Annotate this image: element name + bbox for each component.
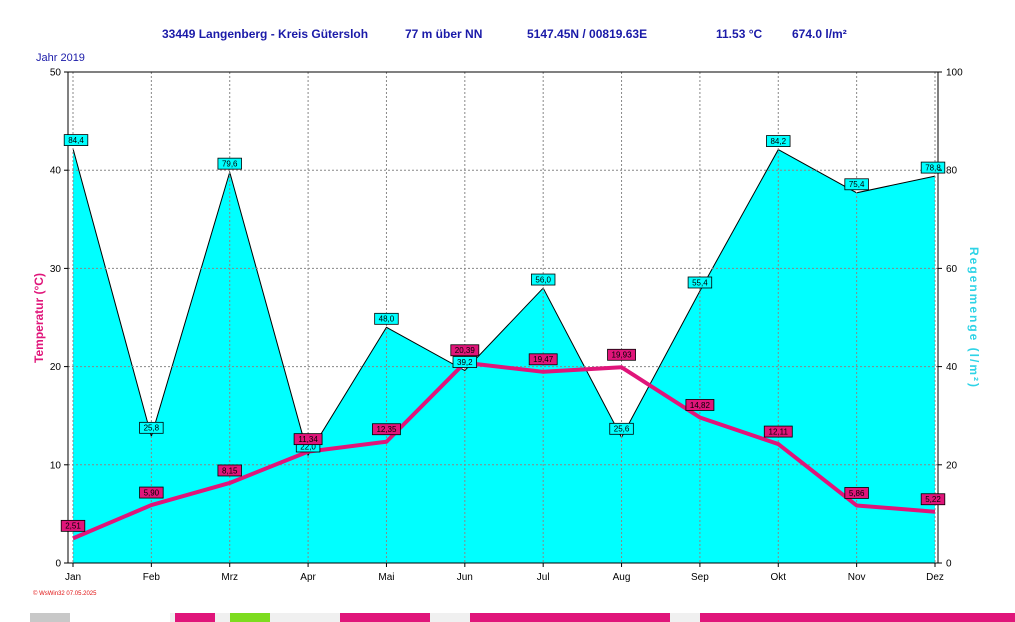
svg-text:20,39: 20,39 [455,346,476,355]
y-right-tick-label: 60 [946,264,958,275]
rain-data-label: 75,4 [844,178,869,191]
y-right-tick-label: 40 [946,362,958,373]
x-tick-label: Jan [65,572,81,583]
y-axis-left-label: Temperatur (°C) [32,273,46,363]
y-left-tick-label: 30 [50,264,62,275]
svg-text:75,4: 75,4 [849,180,865,189]
svg-text:19,47: 19,47 [533,355,554,364]
temperature-data-label: 12,11 [763,425,793,438]
rain-data-label: 39,2 [452,356,478,368]
y-left-tick-label: 40 [50,166,62,177]
rain-data-label: 84,2 [766,135,791,147]
station-title: 33449 Langenberg - Kreis Gütersloh [162,27,368,41]
temperature-data-label: 5,22 [920,493,946,506]
svg-text:55,4: 55,4 [692,278,708,287]
x-tick-label: Okt [770,572,786,583]
rain-data-label: 56,0 [530,273,556,286]
elevation-label: 77 m über NN [405,27,482,41]
rain-data-label: 55,4 [687,276,713,289]
mean-temperature-label: 11.53 °C [716,27,763,41]
temperature-data-label: 8,15 [217,464,242,477]
axis-tick-layer: 0 10 20 30 40 50 0 20 40 60 80 100 Jan Feb Mrz Apr Mai Ju… [50,68,963,584]
rain-data-label: 48,0 [374,312,399,325]
x-tick-label: Apr [300,572,316,583]
y-right-tick-label: 20 [946,460,958,471]
y-left-tick-label: 0 [55,559,61,570]
y-right-tick-label: 100 [946,68,963,79]
temperature-data-label: 2,51 [60,519,86,532]
svg-text:12,35: 12,35 [376,425,397,434]
x-tick-label: Nov [848,572,866,583]
rain-data-label: 79,6 [217,157,242,170]
y-left-tick-label: 10 [50,460,62,471]
svg-text:25,6: 25,6 [614,425,630,434]
grid-layer [68,72,938,563]
svg-text:56,0: 56,0 [535,275,551,284]
svg-text:14,82: 14,82 [690,401,711,410]
y-right-tick-label: 80 [946,166,958,177]
total-rain-label: 674.0 l/m² [792,27,847,41]
svg-text:8,15: 8,15 [222,466,238,475]
svg-text:39,2: 39,2 [457,358,473,367]
rain-data-label: 78,8 [920,161,946,174]
svg-text:79,6: 79,6 [222,159,238,168]
x-tick-label: Feb [143,572,161,583]
plot-frame [67,71,939,564]
temperature-data-label: 20,39 [450,344,480,357]
x-tick-label: Aug [613,572,631,583]
x-tick-label: Sep [691,572,709,583]
year-label: Jahr 2019 [36,52,85,64]
temperature-data-label: 11,34 [293,433,323,446]
svg-text:84,2: 84,2 [770,137,786,146]
svg-text:25,8: 25,8 [144,424,160,433]
x-tick-label: Mrz [221,572,238,583]
rain-data-label: 25,8 [139,421,164,434]
svg-text:5,86: 5,86 [849,489,865,498]
svg-text:2,51: 2,51 [65,522,81,531]
rain-outline [72,148,936,457]
temperature-line [72,360,936,541]
svg-text:48,0: 48,0 [379,315,395,324]
rain-data-label: 25,6 [609,422,634,435]
y-left-tick-label: 20 [50,362,62,373]
temperature-data-label: 14,82 [685,399,715,411]
y-axis-right-label: Regenmenge (l/m²) [967,247,981,389]
copyright-footer: © WsWin32 07.05.2025 [33,590,97,597]
temperature-data-label: 19,93 [607,348,636,361]
rain-area-layer [72,148,936,563]
x-tick-label: Jul [537,572,550,583]
svg-text:22,0: 22,0 [300,442,316,451]
svg-text:5,22: 5,22 [925,495,941,504]
x-tick-label: Dez [926,572,944,583]
temperature-line-layer [72,360,936,541]
x-tick-label: Jun [457,572,473,583]
y-right-tick-label: 0 [946,559,952,570]
svg-text:19,93: 19,93 [612,351,633,360]
svg-text:12,11: 12,11 [769,427,789,436]
temperature-data-label: 19,47 [528,353,558,366]
plot-border [67,71,939,564]
bottom-decorative-strip [30,613,1015,622]
temperature-data-label: 5,90 [139,486,164,499]
rain-area [73,148,935,563]
coordinates-label: 5147.45N / 00819.63E [527,27,647,41]
temperature-data-label: 5,86 [844,487,869,499]
rain-data-label: 84,4 [63,134,89,146]
temperature-data-label: 12,35 [372,423,401,436]
svg-text:78,8: 78,8 [925,163,941,172]
x-tick-label: Mai [378,572,394,583]
y-left-tick-label: 50 [50,68,62,79]
svg-text:5,90: 5,90 [144,488,160,497]
data-label-layer: 84,4 25,8 79,6 22,0 48,0 39,2 56,0 25,6 55,4 84,2… [60,134,946,532]
svg-text:11,34: 11,34 [298,435,318,444]
svg-text:84,4: 84,4 [68,136,84,145]
